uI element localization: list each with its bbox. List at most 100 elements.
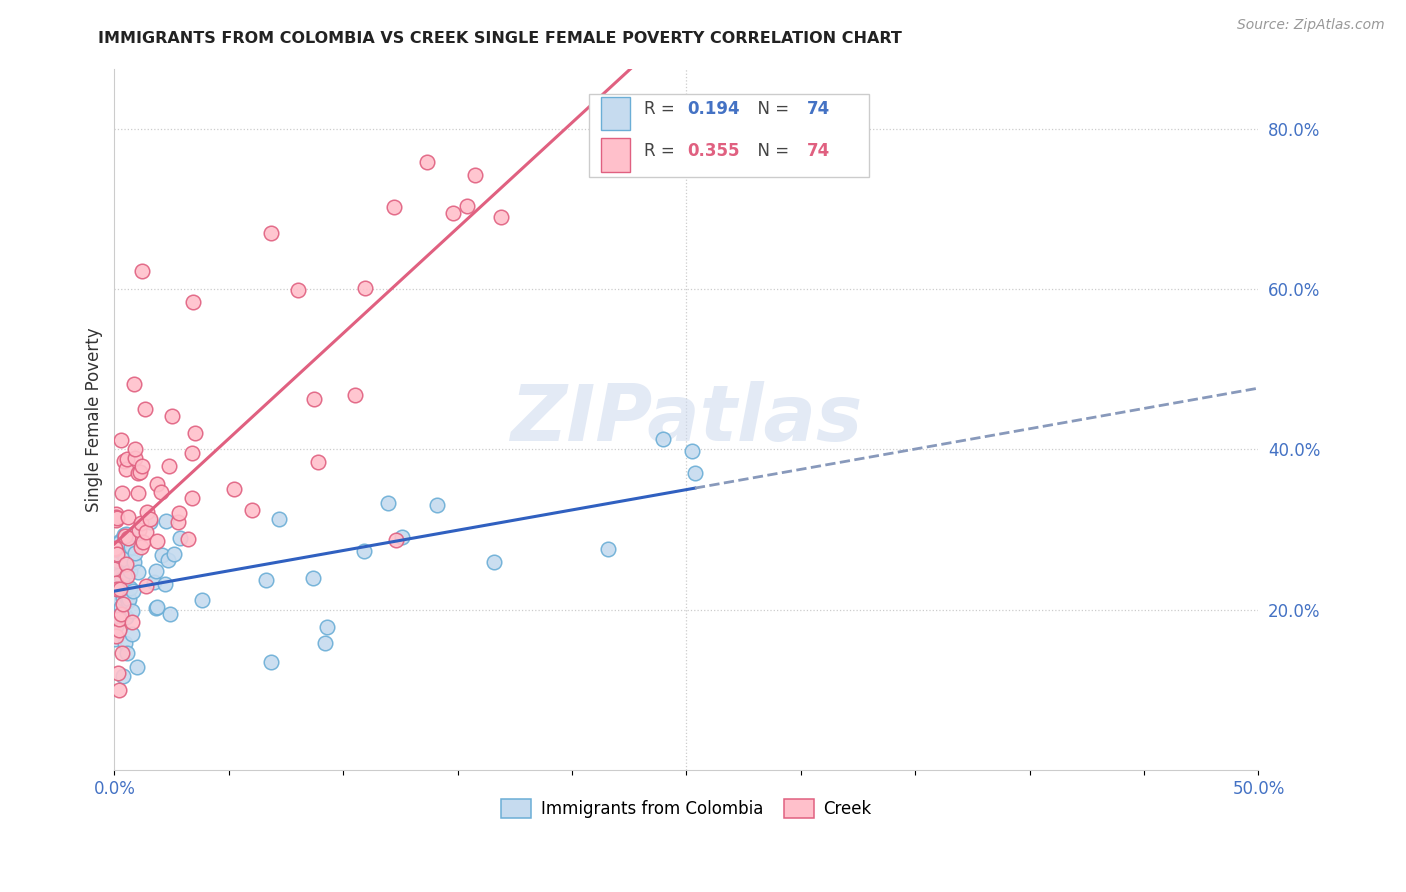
Point [181,491,204,506]
Point [111,591,134,605]
Point [463,168,485,182]
Text: N =: N = [747,142,794,160]
Point [153,576,176,591]
Point [191,593,214,607]
Point [316,620,339,634]
Point [136,505,159,519]
FancyBboxPatch shape [589,95,869,178]
Point [302,392,325,406]
Point [163,548,186,562]
Point [104,597,127,611]
Point [125,659,148,673]
Point [120,564,142,578]
Point [112,668,135,682]
Point [152,549,174,563]
Point [104,596,127,610]
FancyBboxPatch shape [600,96,630,130]
Point [353,281,375,295]
Point [107,554,129,568]
Point [157,458,180,473]
Point [108,682,131,697]
Y-axis label: Single Female Poverty: Single Female Poverty [86,327,103,512]
Point [169,532,191,546]
Point [139,512,162,526]
Point [107,608,129,623]
Point [382,200,405,214]
Point [162,409,184,423]
Point [112,583,135,598]
Point [314,636,336,650]
Point [104,576,127,591]
Point [260,655,283,669]
Point [105,619,128,633]
Point [117,509,139,524]
Point [111,573,134,587]
Point [155,514,177,528]
Text: R =: R = [644,100,681,119]
Point [114,557,136,571]
Point [456,198,478,212]
Point [110,600,132,615]
Point [103,560,125,574]
Point [105,588,128,602]
Point [104,556,127,570]
Text: Source: ZipAtlas.com: Source: ZipAtlas.com [1237,18,1385,32]
Point [110,534,132,549]
Point [131,458,153,473]
Point [112,598,135,612]
Point [114,636,136,650]
Point [146,477,169,491]
Point [120,581,142,595]
Point [121,615,143,629]
Point [683,466,706,480]
Point [166,515,188,529]
Point [104,579,127,593]
Point [484,555,506,569]
Point [596,542,619,557]
Point [181,446,204,460]
Point [104,513,127,527]
Point [177,533,200,547]
Point [652,432,675,446]
Point [107,665,129,680]
Point [416,155,439,169]
Point [107,582,129,596]
Point [377,495,399,509]
Point [122,555,145,569]
Point [145,533,167,548]
Point [104,585,127,599]
Point [287,283,309,297]
Point [122,583,145,598]
Point [254,574,277,588]
Point [111,646,134,660]
Point [107,591,129,606]
Point [103,562,125,576]
Point [104,541,127,556]
Point [183,426,205,441]
Point [121,604,143,618]
Point [108,612,131,626]
Point [159,607,181,621]
Point [127,565,149,579]
Text: 0.194: 0.194 [688,100,740,119]
Point [135,579,157,593]
Point [145,600,167,615]
Point [145,599,167,614]
Point [135,524,157,539]
Point [120,540,142,554]
Point [115,462,138,476]
Point [107,582,129,596]
Point [134,402,156,417]
Text: 74: 74 [807,100,830,119]
Point [129,540,152,554]
Point [104,632,127,647]
Point [115,451,138,466]
Point [441,205,464,219]
Point [240,503,263,517]
Point [124,451,146,466]
Point [124,376,146,391]
Text: 74: 74 [807,142,830,160]
Point [267,512,290,526]
Point [115,568,138,582]
Point [302,571,325,585]
